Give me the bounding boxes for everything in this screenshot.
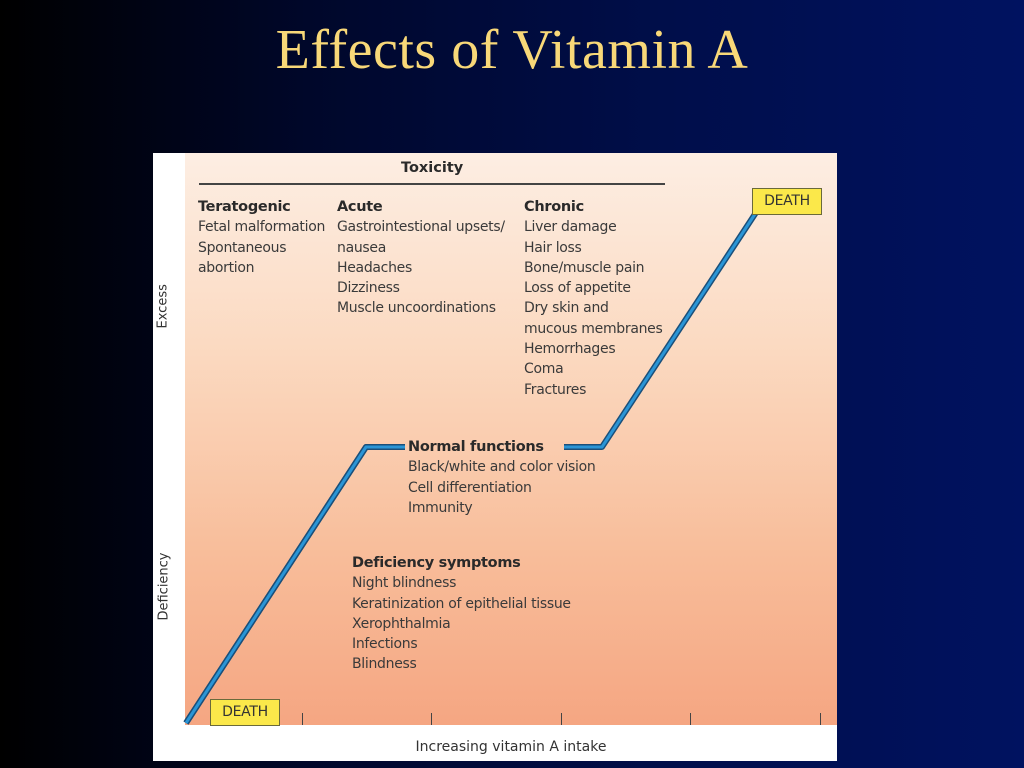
acute-item: nausea [337,239,387,256]
deficiency-heading: Deficiency symptoms [352,555,521,571]
normal-functions-item: Black/white and color vision [408,459,596,476]
chronic-heading: Chronic [524,199,584,215]
chronic-item: Liver damage [524,219,617,236]
acute-item: Gastrointestional upsets/ [337,219,505,236]
intake-curve-line [564,210,759,449]
normal-functions-item: Cell differentiation [408,479,532,496]
x-axis-label: Increasing vitamin A intake [415,739,607,755]
acute-item: Muscle uncoordinations [337,300,496,317]
deficiency-item: Infections [352,636,418,653]
chronic-item: Dry skin and [524,300,609,317]
intake-curve-line [184,445,405,724]
acute-block: Acute Gastrointestional upsets/ nausea H… [337,197,505,319]
x-axis-tick [690,713,691,725]
acute-item: Dizziness [337,280,400,297]
normal-functions-block: Normal functions Black/white and color v… [408,437,596,518]
deficiency-item: Night blindness [352,575,457,592]
toxicity-title: Toxicity [401,160,464,176]
chronic-item: Coma [524,361,564,378]
x-axis-tick [302,713,303,725]
chronic-item: Hemorrhages [524,341,616,358]
deficiency-block: Deficiency symptoms Night blindness Kera… [352,553,571,675]
chronic-item: mucous membranes [524,320,663,337]
deficiency-item: Xerophthalmia [352,615,451,632]
chronic-block: Chronic Liver damage Hair loss Bone/musc… [524,197,663,400]
teratogenic-item: Fetal malformation [198,219,326,236]
deficiency-item: Blindness [352,656,417,673]
teratogenic-item: Spontaneous [198,239,287,256]
teratogenic-block: Teratogenic Fetal malformation Spontaneo… [198,197,325,278]
intake-curve [183,209,760,725]
normal-functions-heading: Normal functions [408,439,544,455]
deficiency-item: Keratinization of epithelial tissue [352,595,571,612]
chronic-item: Loss of appetite [524,280,631,297]
death-label-excess: DEATH [752,188,822,215]
normal-functions-item: Immunity [408,499,473,516]
chronic-item: Hair loss [524,239,582,256]
acute-heading: Acute [337,199,383,215]
acute-item: Headaches [337,259,412,276]
x-axis-tick [431,713,432,725]
toxicity-rule [199,183,665,185]
chronic-item: Bone/muscle pain [524,259,645,276]
vitamin-a-figure: Excess Deficiency Toxicity Teratogenic F… [153,153,837,761]
death-label-deficiency: DEATH [210,699,280,726]
x-axis-tick [561,713,562,725]
plot-area [185,153,837,725]
x-axis-tick [820,713,821,725]
teratogenic-heading: Teratogenic [198,199,291,215]
slide-title: Effects of Vitamin A [275,19,749,81]
chronic-item: Fractures [524,381,587,398]
teratogenic-item: abortion [198,259,255,276]
